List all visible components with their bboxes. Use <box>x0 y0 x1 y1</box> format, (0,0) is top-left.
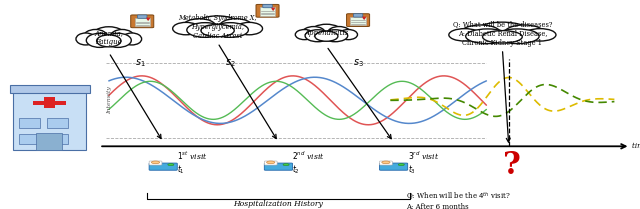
Ellipse shape <box>122 33 141 45</box>
Ellipse shape <box>302 27 325 40</box>
FancyBboxPatch shape <box>36 133 62 150</box>
FancyBboxPatch shape <box>47 118 68 128</box>
Circle shape <box>152 161 159 164</box>
Ellipse shape <box>76 33 95 45</box>
Circle shape <box>398 164 404 166</box>
Ellipse shape <box>212 23 248 37</box>
FancyBboxPatch shape <box>380 161 392 165</box>
FancyBboxPatch shape <box>10 85 90 93</box>
Circle shape <box>382 161 390 164</box>
Text: $s_2$: $s_2$ <box>225 57 236 69</box>
Ellipse shape <box>339 29 358 40</box>
Ellipse shape <box>310 24 342 40</box>
Ellipse shape <box>195 16 241 36</box>
Ellipse shape <box>461 25 500 41</box>
Text: Anemia,
Fatigue: Anemia, Fatigue <box>94 29 124 46</box>
Text: Intensity: Intensity <box>108 86 113 114</box>
Text: timeline (in years): timeline (in years) <box>632 142 640 150</box>
FancyBboxPatch shape <box>264 163 292 170</box>
Ellipse shape <box>187 23 223 37</box>
Ellipse shape <box>475 22 530 42</box>
Text: Appendicitis: Appendicitis <box>304 29 349 37</box>
FancyBboxPatch shape <box>47 134 68 144</box>
Ellipse shape <box>83 29 108 45</box>
FancyBboxPatch shape <box>44 97 55 108</box>
Ellipse shape <box>220 19 253 34</box>
FancyBboxPatch shape <box>351 17 366 25</box>
Ellipse shape <box>97 35 121 47</box>
Text: ♥: ♥ <box>361 16 365 21</box>
Text: Q: What will be the diseases?
A: Diabetic Renal Disease,
Chronic Kidney Stage 1: Q: What will be the diseases? A: Diabeti… <box>452 20 552 47</box>
Ellipse shape <box>173 22 199 35</box>
Ellipse shape <box>182 19 216 34</box>
Ellipse shape <box>86 33 113 47</box>
Ellipse shape <box>104 33 131 47</box>
Text: ?: ? <box>503 150 521 181</box>
Circle shape <box>283 164 289 166</box>
Text: ♥: ♥ <box>145 17 150 22</box>
FancyBboxPatch shape <box>263 4 272 8</box>
Text: Hospitalization History: Hospitalization History <box>234 200 323 208</box>
Text: $1^{st}$ visit
$t_1$: $1^{st}$ visit $t_1$ <box>177 150 208 176</box>
Circle shape <box>168 164 174 166</box>
Text: $s_1$: $s_1$ <box>136 57 146 69</box>
Text: Metabolic Syndrome X,
Hyperglycemia,
Cardiac Arrest: Metabolic Syndrome X, Hyperglycemia, Car… <box>179 14 257 40</box>
Ellipse shape <box>305 30 330 42</box>
FancyBboxPatch shape <box>13 91 86 150</box>
FancyBboxPatch shape <box>19 118 40 128</box>
FancyBboxPatch shape <box>353 14 363 17</box>
FancyBboxPatch shape <box>131 15 154 28</box>
Ellipse shape <box>110 29 134 45</box>
FancyBboxPatch shape <box>256 4 279 17</box>
Ellipse shape <box>524 29 556 41</box>
Text: $s_3$: $s_3$ <box>353 57 364 69</box>
Ellipse shape <box>449 29 481 41</box>
Ellipse shape <box>323 30 348 42</box>
Text: ♥: ♥ <box>271 7 275 12</box>
Ellipse shape <box>236 22 262 35</box>
FancyBboxPatch shape <box>33 101 66 105</box>
FancyBboxPatch shape <box>19 134 40 144</box>
FancyBboxPatch shape <box>149 161 162 165</box>
Ellipse shape <box>315 31 338 41</box>
FancyBboxPatch shape <box>138 15 147 18</box>
Ellipse shape <box>92 27 126 46</box>
FancyBboxPatch shape <box>380 163 408 170</box>
FancyBboxPatch shape <box>134 18 150 26</box>
FancyBboxPatch shape <box>264 161 277 165</box>
Ellipse shape <box>483 31 522 43</box>
Ellipse shape <box>504 25 544 41</box>
Ellipse shape <box>201 24 234 37</box>
Ellipse shape <box>295 29 314 40</box>
Ellipse shape <box>466 29 509 44</box>
Text: $3^{rd}$ visit
$t_3$: $3^{rd}$ visit $t_3$ <box>408 150 439 176</box>
Ellipse shape <box>328 27 351 40</box>
Ellipse shape <box>495 29 539 44</box>
Circle shape <box>267 161 275 164</box>
FancyBboxPatch shape <box>149 163 177 170</box>
Text: Q: When will be the $4^{th}$ visit?
A: After 6 months: Q: When will be the $4^{th}$ visit? A: A… <box>406 190 511 209</box>
Text: $2^{nd}$ visit
$t_2$: $2^{nd}$ visit $t_2$ <box>292 150 325 176</box>
FancyBboxPatch shape <box>260 7 275 16</box>
FancyBboxPatch shape <box>347 14 370 27</box>
